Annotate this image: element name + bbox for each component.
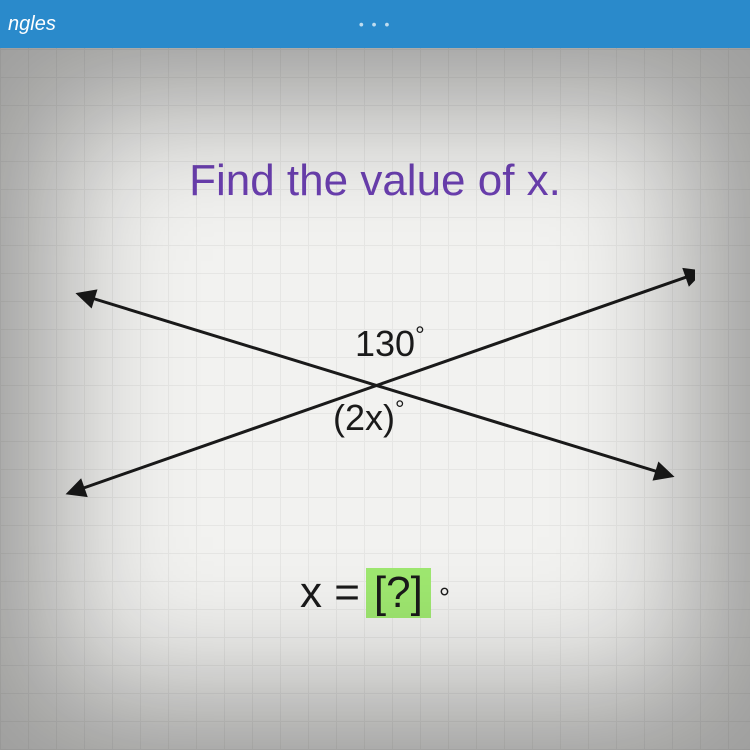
- header-title: ngles: [8, 13, 56, 36]
- angle-label-top: 130°: [355, 322, 425, 365]
- content-area: Find the value of x. 130° (2x)° x = [?]°: [0, 48, 750, 750]
- intersecting-lines-svg: [55, 236, 695, 536]
- question-prompt: Find the value of x.: [189, 156, 561, 206]
- answer-unit: °: [439, 582, 450, 614]
- answer-prefix: x =: [300, 568, 360, 618]
- answer-input-box[interactable]: [?]: [366, 568, 431, 618]
- angle-label-bottom: (2x)°: [333, 396, 405, 439]
- app-header: ngles • • •: [0, 0, 750, 48]
- angle-diagram: 130° (2x)°: [55, 236, 695, 536]
- line-1: [75, 274, 695, 491]
- answer-row: x = [?]°: [300, 568, 450, 618]
- header-menu-dots[interactable]: • • •: [359, 16, 391, 32]
